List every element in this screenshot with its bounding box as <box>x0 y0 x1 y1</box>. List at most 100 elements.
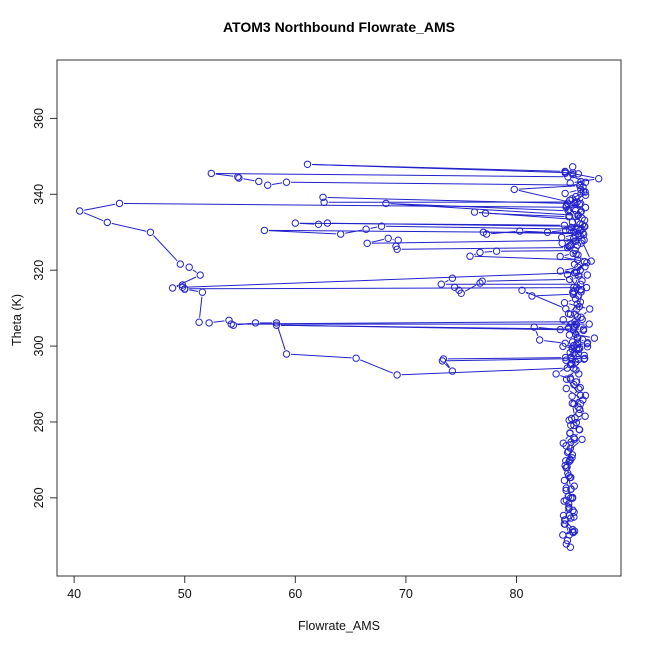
data-point <box>578 237 586 245</box>
series-lines <box>83 164 595 535</box>
data-point <box>568 360 576 368</box>
data-point <box>552 370 560 378</box>
data-point <box>146 228 155 237</box>
data-point <box>470 208 479 216</box>
data-point <box>566 473 574 482</box>
series-line-segment <box>484 251 493 253</box>
data-point <box>570 283 578 292</box>
series-line-segment <box>386 225 578 230</box>
y-axis-title: Theta (K) <box>10 293 24 347</box>
data-point <box>384 234 392 243</box>
data-point <box>530 323 538 331</box>
data-point <box>207 169 216 178</box>
plot-box <box>56 59 622 577</box>
data-point <box>577 313 585 321</box>
data-point <box>579 188 588 196</box>
series-line-segment <box>581 210 583 213</box>
data-point <box>576 400 585 408</box>
data-point <box>516 227 524 235</box>
chart-title: ATOM3 Northbound Flowrate_AMS <box>222 19 456 35</box>
x-tick-label: 40 <box>67 587 81 601</box>
data-point <box>576 405 584 414</box>
data-point <box>573 305 581 313</box>
series-line-segment <box>401 247 564 250</box>
data-point <box>560 299 569 307</box>
data-point <box>234 173 242 181</box>
data-point <box>566 179 574 187</box>
data-point <box>565 212 574 220</box>
data-point <box>255 177 263 186</box>
data-point <box>562 305 570 313</box>
series-line-segment <box>445 362 451 368</box>
data-point <box>572 358 580 366</box>
y-tick-label: 320 <box>32 260 46 281</box>
data-point <box>492 247 501 255</box>
data-point <box>568 392 576 400</box>
data-point <box>576 383 584 392</box>
x-tick-label: 60 <box>288 587 302 601</box>
series-line-segment <box>123 203 582 208</box>
data-point <box>518 286 526 294</box>
data-point <box>558 239 566 248</box>
data-point <box>572 320 580 328</box>
data-point <box>567 375 575 384</box>
x-axis-title: Flowrate_AMS <box>298 619 380 633</box>
data-point <box>568 345 576 353</box>
data-point <box>574 350 582 358</box>
series-line-segment <box>581 290 584 293</box>
series-points <box>76 160 603 551</box>
y-tick-label: 340 <box>32 184 46 205</box>
data-point <box>323 219 332 227</box>
data-point <box>565 500 573 508</box>
data-point <box>561 353 570 362</box>
series-line-segment <box>290 181 576 186</box>
series-line-segment <box>243 178 255 182</box>
data-point <box>528 292 536 300</box>
series-line-segment <box>299 222 315 225</box>
series-line-segment <box>444 279 449 283</box>
data-point <box>227 320 235 328</box>
data-point <box>576 231 584 240</box>
data-point <box>570 322 579 330</box>
x-tick-label: 70 <box>399 587 413 601</box>
data-point <box>571 295 580 303</box>
data-point <box>568 493 577 502</box>
series-line-segment <box>583 311 587 315</box>
y-tick-label: 280 <box>32 411 46 432</box>
series-line-segment <box>572 407 575 414</box>
data-point <box>168 284 177 292</box>
series-line-segment <box>199 296 203 318</box>
data-point <box>578 435 586 444</box>
series-line-segment <box>565 436 569 440</box>
data-point <box>536 336 544 344</box>
data-point <box>303 160 312 169</box>
data-point <box>337 230 345 238</box>
data-point <box>561 339 569 347</box>
data-point <box>562 484 570 492</box>
data-point <box>178 281 187 289</box>
x-tick-label: 50 <box>178 587 192 601</box>
data-point <box>575 385 583 393</box>
series-line-segment <box>564 257 581 262</box>
data-point <box>482 230 491 238</box>
data-point <box>562 226 570 235</box>
data-point <box>439 355 448 363</box>
data-point <box>566 226 574 235</box>
data-point <box>586 305 594 313</box>
data-point <box>576 391 585 400</box>
series-line-segment <box>235 321 571 325</box>
series-line-segment <box>345 229 362 234</box>
data-point <box>581 412 589 420</box>
series-line-segment <box>446 358 581 362</box>
series-line-segment <box>111 222 147 232</box>
series-line-segment <box>277 327 286 350</box>
series-line-segment <box>536 293 569 297</box>
data-point <box>566 241 574 250</box>
series-line-segment <box>524 230 544 233</box>
data-point <box>568 451 577 459</box>
data-point <box>466 252 474 260</box>
data-point <box>481 209 490 218</box>
data-point <box>570 527 579 535</box>
series-line-segment <box>215 173 564 178</box>
